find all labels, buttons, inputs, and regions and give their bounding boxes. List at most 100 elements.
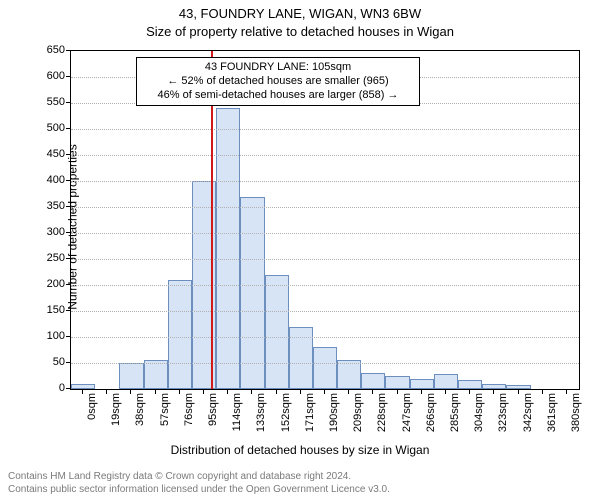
gridline — [71, 181, 579, 182]
xtick-label: 133sqm — [255, 393, 267, 435]
xtick-label: 114sqm — [231, 393, 243, 435]
xtick-mark — [469, 390, 470, 394]
ytick-label: 100 — [25, 330, 65, 342]
histogram-bar — [289, 327, 313, 389]
histogram-bar — [337, 360, 361, 389]
xtick-label: 323sqm — [497, 393, 509, 435]
annotation-box: 43 FOUNDRY LANE: 105sqm ← 52% of detache… — [136, 57, 420, 106]
footer-line1: Contains HM Land Registry data © Crown c… — [8, 471, 592, 484]
histogram-bar — [144, 360, 168, 389]
ytick-mark — [66, 102, 70, 103]
xtick-label: 266sqm — [425, 393, 437, 435]
ytick-label: 550 — [25, 96, 65, 108]
xtick-mark — [324, 390, 325, 394]
ytick-mark — [66, 388, 70, 389]
xtick-label: 304sqm — [473, 393, 485, 435]
x-axis-label: Distribution of detached houses by size … — [0, 443, 600, 457]
xtick-label: 38sqm — [134, 393, 146, 435]
chart-title-line1: 43, FOUNDRY LANE, WIGAN, WN3 6BW — [0, 6, 600, 21]
xtick-mark — [493, 390, 494, 394]
xtick-label: 380sqm — [570, 393, 582, 435]
ytick-mark — [66, 310, 70, 311]
xtick-label: 228sqm — [376, 393, 388, 435]
annotation-line3: 46% of semi-detached houses are larger (… — [143, 89, 413, 103]
xtick-label: 190sqm — [328, 393, 340, 435]
gridline — [71, 363, 579, 364]
ytick-label: 150 — [25, 304, 65, 316]
xtick-label: 76sqm — [183, 393, 195, 435]
histogram-bar — [265, 275, 289, 389]
xtick-label: 247sqm — [401, 393, 413, 435]
xtick-label: 95sqm — [207, 393, 219, 435]
ytick-label: 600 — [25, 70, 65, 82]
gridline — [71, 129, 579, 130]
xtick-mark — [155, 390, 156, 394]
histogram-bar — [506, 385, 530, 389]
histogram-bar — [71, 384, 95, 389]
histogram-bar — [216, 108, 240, 389]
histogram-bar — [313, 347, 337, 389]
xtick-mark — [542, 390, 543, 394]
ytick-label: 400 — [25, 174, 65, 186]
ytick-mark — [66, 154, 70, 155]
xtick-label: 57sqm — [159, 393, 171, 435]
ytick-label: 50 — [25, 356, 65, 368]
xtick-mark — [82, 390, 83, 394]
xtick-mark — [130, 390, 131, 394]
xtick-mark — [179, 390, 180, 394]
footer-line2: Contains public sector information licen… — [8, 484, 592, 497]
gridline — [71, 311, 579, 312]
xtick-label: 19sqm — [110, 393, 122, 435]
ytick-mark — [66, 128, 70, 129]
xtick-mark — [518, 390, 519, 394]
ytick-mark — [66, 284, 70, 285]
xtick-mark — [566, 390, 567, 394]
xtick-mark — [203, 390, 204, 394]
ytick-mark — [66, 362, 70, 363]
ytick-mark — [66, 180, 70, 181]
xtick-mark — [397, 390, 398, 394]
histogram-bar — [119, 363, 143, 389]
xtick-label: 285sqm — [449, 393, 461, 435]
ytick-mark — [66, 76, 70, 77]
plot-area: 43 FOUNDRY LANE: 105sqm ← 52% of detache… — [70, 50, 580, 390]
histogram-bar — [168, 280, 192, 389]
annotation-line2: ← 52% of detached houses are smaller (96… — [143, 75, 413, 89]
xtick-mark — [276, 390, 277, 394]
ytick-label: 250 — [25, 252, 65, 264]
xtick-label: 209sqm — [352, 393, 364, 435]
xtick-label: 152sqm — [280, 393, 292, 435]
xtick-label: 171sqm — [304, 393, 316, 435]
xtick-mark — [445, 390, 446, 394]
xtick-mark — [251, 390, 252, 394]
xtick-mark — [372, 390, 373, 394]
gridline — [71, 259, 579, 260]
xtick-label: 342sqm — [522, 393, 534, 435]
chart-title-line2: Size of property relative to detached ho… — [0, 24, 600, 39]
histogram-bar — [240, 197, 264, 389]
histogram-bar — [385, 376, 409, 389]
xtick-mark — [421, 390, 422, 394]
footer-text: Contains HM Land Registry data © Crown c… — [8, 471, 592, 496]
ytick-label: 650 — [25, 44, 65, 56]
ytick-label: 200 — [25, 278, 65, 290]
xtick-mark — [106, 390, 107, 394]
ytick-label: 300 — [25, 226, 65, 238]
ytick-mark — [66, 50, 70, 51]
xtick-mark — [348, 390, 349, 394]
gridline — [71, 155, 579, 156]
xtick-label: 361sqm — [546, 393, 558, 435]
xtick-mark — [300, 390, 301, 394]
gridline — [71, 207, 579, 208]
ytick-mark — [66, 232, 70, 233]
gridline — [71, 285, 579, 286]
xtick-mark — [227, 390, 228, 394]
histogram-bar — [410, 379, 434, 389]
gridline — [71, 233, 579, 234]
histogram-bar — [361, 373, 385, 389]
ytick-mark — [66, 258, 70, 259]
ytick-label: 350 — [25, 200, 65, 212]
ytick-mark — [66, 206, 70, 207]
annotation-line1: 43 FOUNDRY LANE: 105sqm — [143, 61, 413, 75]
xtick-label: 0sqm — [86, 393, 98, 435]
